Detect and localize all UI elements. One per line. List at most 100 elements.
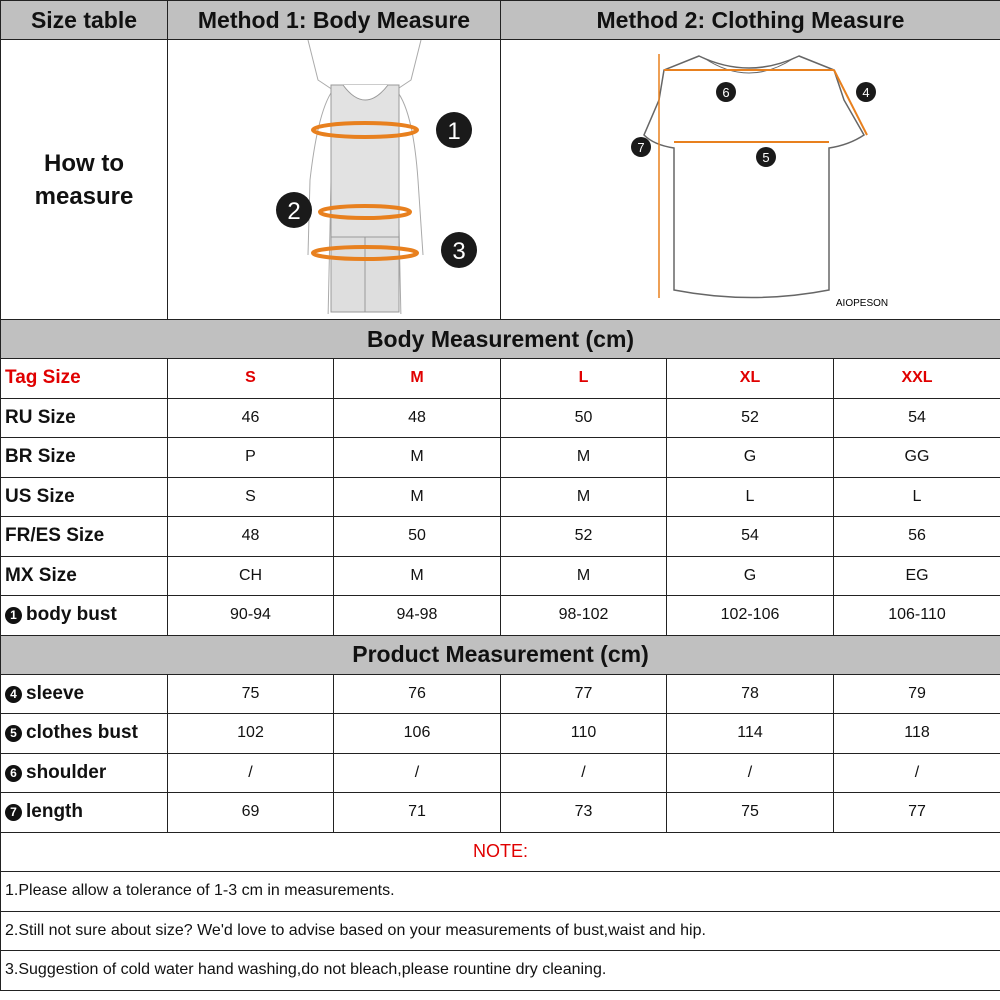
cell: 46 xyxy=(167,397,334,438)
note-line-row: 2.Still not sure about size? We'd love t… xyxy=(0,910,1000,951)
row-label-text: US Size xyxy=(5,485,75,507)
cell: 75 xyxy=(167,673,334,714)
marker-7-icon: 7 xyxy=(630,137,651,157)
row-label: 4 sleeve xyxy=(0,673,168,714)
marker-4-icon: 4 xyxy=(855,82,876,102)
cell: M xyxy=(333,555,501,596)
method2-title: Method 2: Clothing Measure xyxy=(500,0,1000,40)
how-to-line1: How to xyxy=(44,149,124,177)
cell: 56 xyxy=(833,516,1000,557)
table-row: 5 clothes bust 102 106 110 114 118 xyxy=(0,713,1000,754)
cell: 106 xyxy=(333,713,501,754)
table-row: 4 sleeve 75 76 77 78 79 xyxy=(0,673,1000,714)
cell: 110 xyxy=(500,713,667,754)
cell: XL xyxy=(666,358,834,399)
body-section-title: Body Measurement (cm) xyxy=(0,319,1000,359)
marker-6-icon: 6 xyxy=(715,82,736,102)
svg-text:2: 2 xyxy=(287,198,300,225)
table-row: 6 shoulder / / / / / xyxy=(0,752,1000,793)
note-line: 1.Please allow a tolerance of 1-3 cm in … xyxy=(0,871,1000,912)
row-label-text: FR/ES Size xyxy=(5,525,105,547)
cell: M xyxy=(333,476,501,517)
row-label-text: clothes bust xyxy=(26,722,138,744)
row-label: BR Size xyxy=(0,437,168,478)
note-line: 2.Still not sure about size? We'd love t… xyxy=(0,910,1000,951)
size-table-title: Size table xyxy=(0,0,168,40)
row-label-text: MX Size xyxy=(5,564,77,586)
row-label-text: BR Size xyxy=(5,446,76,468)
row-label: 7 length xyxy=(0,792,168,833)
svg-text:1: 1 xyxy=(447,118,460,145)
cell: 48 xyxy=(167,516,334,557)
shirt-measure-illustration: 6 4 7 5 AIOPESON xyxy=(630,54,888,309)
cell: 102-106 xyxy=(666,595,834,636)
cell: XXL xyxy=(833,358,1000,399)
marker-5-icon: 5 xyxy=(755,147,776,167)
cell: P xyxy=(167,437,334,478)
how-to-line2: measure xyxy=(34,182,134,210)
row-label: 5 clothes bust xyxy=(0,713,168,754)
cell: 94-98 xyxy=(333,595,501,636)
product-section-header: Product Measurement (cm) xyxy=(0,634,1000,675)
table-row: FR/ES Size 48 50 52 54 56 xyxy=(0,516,1000,557)
svg-text:4: 4 xyxy=(862,85,869,100)
cell: L xyxy=(666,476,834,517)
cell: 90-94 xyxy=(167,595,334,636)
cell: / xyxy=(167,752,334,793)
cell: EG xyxy=(833,555,1000,596)
row-label-text: shoulder xyxy=(26,761,107,783)
cell: M xyxy=(333,437,501,478)
marker-7-icon: 7 xyxy=(5,804,22,822)
cell: G xyxy=(666,555,834,596)
row-label-text: sleeve xyxy=(26,682,85,704)
method1-title: Method 1: Body Measure xyxy=(167,0,501,40)
figure-row: How to measure 1 2 3 xyxy=(0,39,1000,321)
marker-1-icon: 1 xyxy=(436,112,472,148)
table-row: 7 length 69 71 73 75 77 xyxy=(0,792,1000,833)
cell: GG xyxy=(833,437,1000,478)
cell: / xyxy=(333,752,501,793)
row-label: US Size xyxy=(0,476,168,517)
cell: G xyxy=(666,437,834,478)
cell: 77 xyxy=(500,673,667,714)
cell: 52 xyxy=(666,397,834,438)
note-line-row: 1.Please allow a tolerance of 1-3 cm in … xyxy=(0,871,1000,912)
marker-5-icon: 5 xyxy=(5,725,22,743)
shirt-figure: 6 4 7 5 AIOPESON xyxy=(500,39,1000,320)
table-row: RU Size 46 48 50 52 54 xyxy=(0,397,1000,438)
cell: 102 xyxy=(167,713,334,754)
svg-text:6: 6 xyxy=(722,85,729,100)
note-row: NOTE: xyxy=(0,831,1000,872)
body-measure-illustration: 1 2 3 xyxy=(276,39,477,321)
tag-size-row: Tag Size S M L XL XXL xyxy=(0,358,1000,399)
cell: 114 xyxy=(666,713,834,754)
cell: 75 xyxy=(666,792,834,833)
cell: 78 xyxy=(666,673,834,714)
cell: L xyxy=(833,476,1000,517)
body-section-header: Body Measurement (cm) xyxy=(0,319,1000,359)
svg-text:5: 5 xyxy=(762,150,769,165)
cell: / xyxy=(666,752,834,793)
brand-label: AIOPESON xyxy=(835,298,887,309)
marker-4-icon: 4 xyxy=(5,685,22,703)
row-label: MX Size xyxy=(0,555,168,596)
cell: M xyxy=(500,476,667,517)
table-row: 1 body bust 90-94 94-98 98-102 102-106 106-110 xyxy=(0,595,1000,636)
svg-text:3: 3 xyxy=(452,238,465,265)
table-row: MX Size CH M M G EG xyxy=(0,555,1000,596)
note-line: 3.Suggestion of cold water hand washing,… xyxy=(0,950,1000,991)
marker-1-icon: 1 xyxy=(5,607,22,625)
note-title: NOTE: xyxy=(0,831,1000,872)
table-row: US Size S M M L L xyxy=(0,476,1000,517)
cell: 73 xyxy=(500,792,667,833)
cell: 52 xyxy=(500,516,667,557)
cell: / xyxy=(833,752,1000,793)
cell: 50 xyxy=(500,397,667,438)
header-row: Size table Method 1: Body Measure Method… xyxy=(0,0,1000,40)
cell: 69 xyxy=(167,792,334,833)
body-figure: 1 2 3 xyxy=(167,39,501,321)
cell: S xyxy=(167,476,334,517)
cell: 77 xyxy=(833,792,1000,833)
cell: 54 xyxy=(666,516,834,557)
